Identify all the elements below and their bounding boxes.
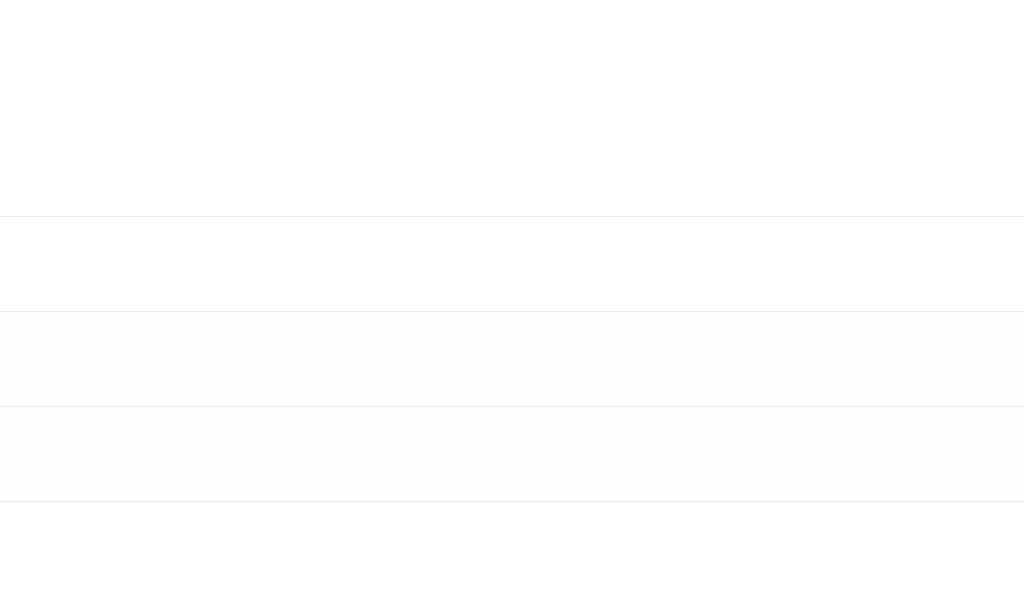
list-item[interactable] <box>0 216 1024 311</box>
list-item[interactable] <box>0 311 1024 406</box>
list <box>0 216 1024 502</box>
list-item[interactable] <box>0 406 1024 502</box>
